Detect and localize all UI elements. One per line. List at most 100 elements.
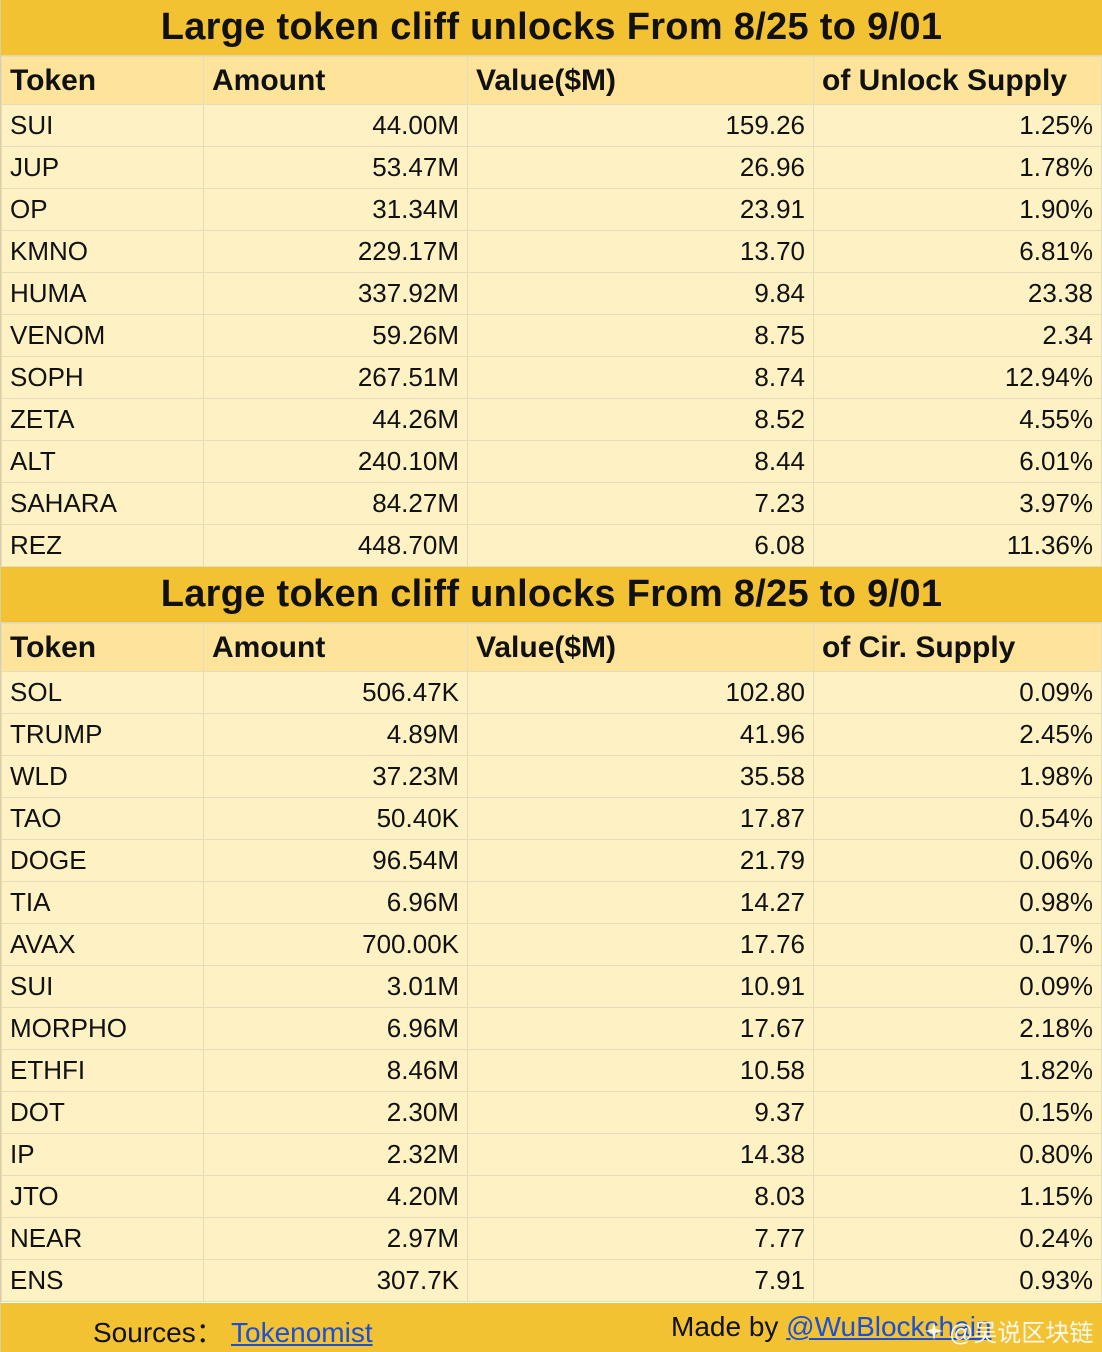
amount-cell: 50.40K — [203, 797, 468, 840]
value-cell: 10.91 — [467, 965, 814, 1008]
amount-cell: 44.00M — [203, 104, 468, 147]
supply-pct-cell: 0.98% — [813, 881, 1102, 924]
amount-cell: 307.7K — [203, 1259, 468, 1302]
footer-bar: Sources： Tokenomist Made by @WuBlockchai… — [1, 1303, 1102, 1352]
table-row: JUP 53.47M 26.96 1.78% — [1, 146, 1102, 189]
table-row: KMNO 229.17M 13.70 6.81% — [1, 230, 1102, 273]
token-cell: SOPH — [1, 356, 204, 399]
token-cell: JTO — [1, 1175, 204, 1218]
table-row: DOGE 96.54M 21.79 0.06% — [1, 839, 1102, 882]
supply-pct-cell: 0.54% — [813, 797, 1102, 840]
supply-pct-cell: 1.98% — [813, 755, 1102, 798]
supply-pct-cell: 12.94% — [813, 356, 1102, 399]
value-cell: 159.26 — [467, 104, 814, 147]
amount-cell: 59.26M — [203, 314, 468, 357]
token-cell: ALT — [1, 440, 204, 483]
amount-cell: 267.51M — [203, 356, 468, 399]
supply-pct-cell: 3.97% — [813, 482, 1102, 525]
wublockchain-link[interactable]: @WuBlockchain — [786, 1311, 992, 1342]
col-header-value: Value($M) — [467, 623, 814, 672]
table-row: SUI 3.01M 10.91 0.09% — [1, 965, 1102, 1008]
token-cell: IP — [1, 1133, 204, 1176]
amount-cell: 2.32M — [203, 1133, 468, 1176]
amount-cell: 84.27M — [203, 482, 468, 525]
amount-cell: 53.47M — [203, 146, 468, 189]
value-cell: 17.87 — [467, 797, 814, 840]
supply-pct-cell: 4.55% — [813, 398, 1102, 441]
table-row: TAO 50.40K 17.87 0.54% — [1, 797, 1102, 840]
value-cell: 7.23 — [467, 482, 814, 525]
amount-cell: 4.20M — [203, 1175, 468, 1218]
token-cell: VENOM — [1, 314, 204, 357]
table-row: SUI 44.00M 159.26 1.25% — [1, 104, 1102, 147]
header-row: Token Amount Value($M) of Cir. Supply — [1, 623, 1102, 672]
supply-pct-cell: 0.17% — [813, 923, 1102, 966]
table-row: WLD 37.23M 35.58 1.98% — [1, 755, 1102, 798]
made-by-credit: Made by @WuBlockchain — [671, 1311, 992, 1343]
table-row: SOL 506.47K 102.80 0.09% — [1, 671, 1102, 714]
supply-pct-cell: 0.06% — [813, 839, 1102, 882]
amount-cell: 337.92M — [203, 272, 468, 315]
supply-pct-cell: 0.24% — [813, 1217, 1102, 1260]
circulating-supply-table: Token Amount Value($M) of Cir. Supply SO… — [1, 623, 1102, 1302]
amount-cell: 44.26M — [203, 398, 468, 441]
table-row: REZ 448.70M 6.08 11.36% — [1, 524, 1102, 567]
token-cell: WLD — [1, 755, 204, 798]
supply-pct-cell: 2.18% — [813, 1007, 1102, 1050]
amount-cell: 2.97M — [203, 1217, 468, 1260]
token-cell: SUI — [1, 104, 204, 147]
amount-cell: 506.47K — [203, 671, 468, 714]
amount-cell: 700.00K — [203, 923, 468, 966]
supply-pct-cell: 1.78% — [813, 146, 1102, 189]
supply-pct-cell: 0.93% — [813, 1259, 1102, 1302]
col-header-amount: Amount — [203, 623, 468, 672]
value-cell: 9.37 — [467, 1091, 814, 1134]
supply-pct-cell: 0.09% — [813, 965, 1102, 1008]
token-cell: TIA — [1, 881, 204, 924]
value-cell: 9.84 — [467, 272, 814, 315]
value-cell: 6.08 — [467, 524, 814, 567]
table-row: ETHFI 8.46M 10.58 1.82% — [1, 1049, 1102, 1092]
sparkle-icon — [924, 1321, 944, 1340]
table-row: ALT 240.10M 8.44 6.01% — [1, 440, 1102, 483]
value-cell: 7.91 — [467, 1259, 814, 1302]
token-cell: SOL — [1, 671, 204, 714]
value-cell: 8.52 — [467, 398, 814, 441]
supply-pct-cell: 0.15% — [813, 1091, 1102, 1134]
amount-cell: 96.54M — [203, 839, 468, 882]
table-row: AVAX 700.00K 17.76 0.17% — [1, 923, 1102, 966]
supply-pct-cell: 0.80% — [813, 1133, 1102, 1176]
token-cell: JUP — [1, 146, 204, 189]
supply-pct-cell: 11.36% — [813, 524, 1102, 567]
made-by-label: Made by — [671, 1311, 787, 1342]
table-row: TIA 6.96M 14.27 0.98% — [1, 881, 1102, 924]
amount-cell: 6.96M — [203, 1007, 468, 1050]
table-row: NEAR 2.97M 7.77 0.24% — [1, 1217, 1102, 1260]
table-2-body: SOL 506.47K 102.80 0.09% TRUMP 4.89M 41.96 2.45… — [1, 671, 1102, 1302]
tokenomist-link[interactable]: Tokenomist — [231, 1317, 373, 1348]
amount-cell: 240.10M — [203, 440, 468, 483]
supply-pct-cell: 0.09% — [813, 671, 1102, 714]
token-cell: KMNO — [1, 230, 204, 273]
value-cell: 14.38 — [467, 1133, 814, 1176]
token-cell: SUI — [1, 965, 204, 1008]
table-row: TRUMP 4.89M 41.96 2.45% — [1, 713, 1102, 756]
value-cell: 8.03 — [467, 1175, 814, 1218]
table-row: OP 31.34M 23.91 1.90% — [1, 188, 1102, 231]
header-row: Token Amount Value($M) of Unlock Supply — [1, 56, 1102, 105]
amount-cell: 4.89M — [203, 713, 468, 756]
table-row: SAHARA 84.27M 7.23 3.97% — [1, 482, 1102, 525]
table-1-title: Large token cliff unlocks From 8/25 to 9… — [1, 0, 1102, 56]
supply-pct-cell: 6.01% — [813, 440, 1102, 483]
token-cell: ETHFI — [1, 1049, 204, 1092]
token-cell: ENS — [1, 1259, 204, 1302]
value-cell: 7.77 — [467, 1217, 814, 1260]
token-cell: TAO — [1, 797, 204, 840]
value-cell: 23.91 — [467, 188, 814, 231]
token-cell: SAHARA — [1, 482, 204, 525]
value-cell: 17.76 — [467, 923, 814, 966]
col-header-amount: Amount — [203, 56, 468, 105]
col-header-supply-pct: of Unlock Supply — [813, 56, 1102, 105]
token-cell: AVAX — [1, 923, 204, 966]
